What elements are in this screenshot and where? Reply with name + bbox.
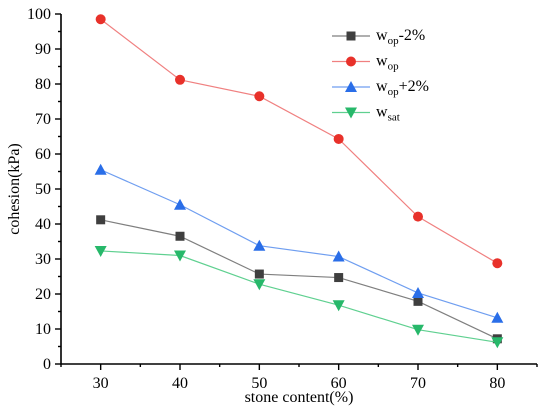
data-point (412, 324, 424, 336)
series-line (100, 18, 498, 264)
series-line (100, 219, 498, 340)
data-point (96, 215, 106, 225)
legend-label-base: w (376, 27, 388, 44)
x-tick-label: 30 (93, 375, 109, 392)
y-tick-label: 50 (35, 181, 51, 198)
series-wop (95, 14, 503, 269)
legend-label-subscript: op (388, 61, 400, 73)
data-point (332, 300, 345, 312)
legend-item: wsat (332, 104, 400, 124)
legend-marker (346, 56, 356, 67)
legend-marker (346, 31, 356, 41)
data-point (492, 258, 503, 269)
series-wsat (94, 245, 504, 349)
axes: 0 10 20 30 40 50 60 70 80 90 100 30 40 50 60 70 80 (27, 6, 538, 392)
x-tick-label: 80 (489, 375, 505, 392)
y-tick-label: 60 (35, 146, 51, 163)
legend-label: wop (376, 53, 399, 73)
data-point (174, 198, 186, 210)
legend-label: wop+2% (376, 78, 429, 98)
y-tick-label: 80 (35, 76, 51, 93)
data-point (413, 296, 423, 306)
x-tick-label: 60 (331, 375, 347, 392)
data-point (413, 211, 423, 222)
legend-item: wop (332, 53, 399, 73)
series-wop-2% (96, 215, 502, 344)
y-tick-label: 90 (35, 41, 51, 58)
legend-label-subscript: op (388, 35, 400, 47)
data-point (253, 239, 266, 251)
legend-item: wop-2% (332, 27, 425, 47)
legend-label-base: w (376, 78, 388, 95)
data-point (175, 74, 185, 85)
legend-label-subscript: op (388, 86, 400, 98)
data-point (334, 273, 344, 283)
series-line (100, 250, 498, 343)
data-point (491, 337, 504, 349)
legend-label-suffix: +2% (399, 78, 429, 95)
data-point (94, 163, 107, 175)
data-point (254, 91, 265, 102)
data-point (412, 286, 424, 298)
data-point (253, 279, 266, 291)
legend-label: wop-2% (376, 27, 425, 47)
x-tick-label: 40 (172, 375, 188, 392)
data-point (332, 250, 345, 262)
y-tick-label: 40 (35, 216, 51, 233)
data-point (254, 269, 264, 279)
legend-marker (345, 107, 357, 119)
y-tick-label: 20 (35, 286, 51, 303)
x-tick-label: 50 (251, 375, 267, 392)
series-line (100, 169, 498, 319)
data-point (175, 231, 185, 241)
legend-marker (345, 81, 357, 92)
data-point (94, 245, 107, 257)
x-axis-title: stone content(%) (245, 389, 354, 406)
data-point (333, 133, 344, 144)
plot-area (94, 14, 504, 349)
legend-label-base: w (376, 53, 388, 70)
axis-frame (60, 14, 537, 365)
legend-label-base: w (376, 104, 388, 121)
legend-label-suffix: -2% (399, 27, 426, 44)
x-tick-label: 70 (410, 375, 426, 392)
legend-label-subscript: sat (388, 112, 400, 124)
y-tick-label: 0 (43, 356, 51, 373)
data-point (491, 311, 504, 323)
data-point (95, 14, 106, 25)
series-wop+2% (94, 163, 504, 323)
y-axis-title: cohesion(kPa) (6, 143, 23, 235)
legend-label: wsat (376, 104, 400, 124)
y-tick-label: 10 (35, 321, 51, 338)
y-tick-label: 70 (35, 111, 51, 128)
data-point (174, 250, 186, 262)
legend-item: wop+2% (332, 78, 429, 98)
y-tick-label: 100 (27, 6, 51, 23)
y-tick-label: 30 (35, 251, 51, 268)
